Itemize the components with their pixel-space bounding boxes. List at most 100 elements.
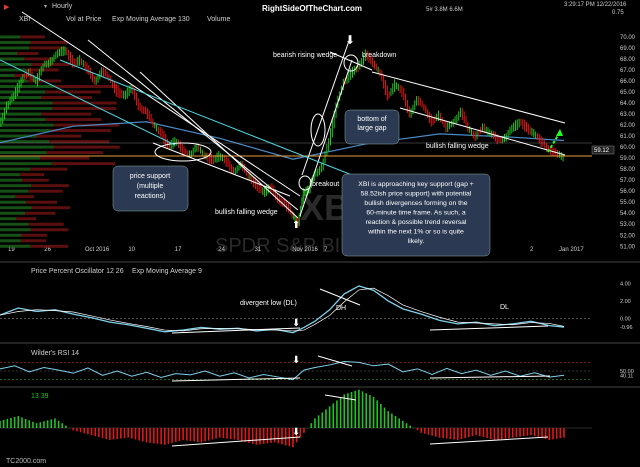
histogram-trendline xyxy=(171,436,301,447)
ppo-overlay-title[interactable]: Exp Moving Average 9 xyxy=(132,268,202,275)
histogram-bar xyxy=(442,428,444,439)
vap-bar-down xyxy=(31,206,70,210)
histogram-bar xyxy=(259,428,261,445)
price-tick-label: 62.00 xyxy=(620,123,636,129)
price-tick-label: 67.00 xyxy=(620,68,636,74)
histogram-bar xyxy=(222,428,225,439)
rsi-tick-label: 50.00 xyxy=(620,369,634,375)
vap-bar-up xyxy=(0,244,31,248)
price-tick-label: 51.00 xyxy=(620,244,636,250)
date-tick-label: 26 xyxy=(44,247,51,253)
ppo-title[interactable]: Price Percent Oscillator 12 26 xyxy=(31,268,124,275)
histogram-bar xyxy=(460,428,463,440)
histogram-title[interactable]: 13 39 xyxy=(31,393,49,400)
histogram-bar xyxy=(90,428,93,436)
histogram-bar xyxy=(453,428,455,440)
chevron-down-icon[interactable]: ▾ xyxy=(44,4,47,10)
vap-bar-down xyxy=(30,40,68,44)
price-tick-label: 66.00 xyxy=(620,79,636,85)
histogram-bar xyxy=(204,428,206,442)
histogram-bar xyxy=(120,428,122,439)
histogram-bar xyxy=(328,406,331,428)
histogram-bar xyxy=(76,428,78,432)
histogram-bar xyxy=(182,428,184,440)
date-tick-label: 24 xyxy=(218,247,225,253)
histogram-bar xyxy=(537,428,540,438)
date-tick-label: Oct 2016 xyxy=(85,247,110,253)
histogram-bar xyxy=(127,428,129,438)
vap-bar-up xyxy=(0,79,28,83)
histogram-bar xyxy=(35,423,38,428)
histogram-bar xyxy=(482,428,485,438)
vap-bar-down xyxy=(41,96,93,100)
histogram-bar xyxy=(303,428,305,433)
histogram-bar xyxy=(87,428,89,435)
symbol-label[interactable]: XBI xyxy=(19,16,30,23)
histogram-bar xyxy=(218,428,221,438)
histogram-bar xyxy=(145,428,148,443)
histogram-bar xyxy=(101,428,104,439)
vap-bar-down xyxy=(46,151,104,155)
histogram-bar xyxy=(391,413,393,428)
histogram-bar xyxy=(167,428,170,444)
histogram-bar xyxy=(409,425,411,428)
histogram-bar xyxy=(508,428,510,439)
price-tick-label: 61.00 xyxy=(620,134,636,140)
last-price-tag xyxy=(591,145,615,155)
vap-bar-up xyxy=(0,101,53,105)
histogram-bar xyxy=(299,428,302,438)
histogram-bar xyxy=(98,428,100,438)
histogram-bar xyxy=(262,428,265,444)
vap-bar-up xyxy=(0,118,46,122)
histogram-bar xyxy=(131,428,133,439)
vap-bar-down xyxy=(45,90,101,94)
histogram-bar xyxy=(398,418,400,428)
rsi-trendline xyxy=(171,377,301,382)
histogram-bar xyxy=(171,428,173,443)
indicator-vol-at-price[interactable]: Vol at Price xyxy=(66,16,102,23)
histogram-bar xyxy=(332,403,335,428)
last-price-label: 59.12 xyxy=(594,148,610,154)
vap-bar-down xyxy=(52,101,117,105)
vap-bar-down xyxy=(25,200,58,204)
histogram-bar xyxy=(511,428,514,438)
vap-bar-up xyxy=(0,129,50,133)
interval-label[interactable]: Hourly xyxy=(52,3,73,10)
histogram-bar xyxy=(314,418,316,428)
histogram-bar xyxy=(515,428,518,438)
rsi-trendline xyxy=(429,375,551,379)
vap-bar-down xyxy=(29,46,65,50)
vap-bar-up xyxy=(0,73,15,77)
vap-bar-up xyxy=(0,239,21,243)
down-arrow-icon: ⬇ xyxy=(292,318,300,329)
vap-bar-down xyxy=(51,162,116,166)
vap-bar-down xyxy=(27,79,62,83)
histogram-bar xyxy=(21,417,23,428)
date-tick-label: 19 xyxy=(8,247,15,253)
vap-bar-down xyxy=(53,85,120,89)
up-arrow-icon: ⬆ xyxy=(292,220,300,231)
vap-bar-up xyxy=(0,222,29,226)
ppo-tick-label: 4.00 xyxy=(620,281,631,287)
indicator-volume[interactable]: Volume xyxy=(207,16,230,23)
vap-bar-up xyxy=(0,206,32,210)
price-tick-label: 58.00 xyxy=(620,167,636,173)
histogram-bar xyxy=(39,422,42,428)
indicator-ema-130[interactable]: Exp Moving Average 130 xyxy=(112,16,190,23)
histogram-bar xyxy=(156,428,159,444)
histogram-bar xyxy=(347,393,349,428)
histogram-bar xyxy=(0,420,1,428)
histogram-bar xyxy=(431,428,433,436)
histogram-bar xyxy=(489,428,492,440)
vap-bar-up xyxy=(0,211,26,215)
histogram-bar xyxy=(54,418,56,428)
histogram-bar xyxy=(109,428,111,440)
histogram-bar xyxy=(361,391,364,428)
svg-text:XBI is approaching key support: XBI is approaching key support (gap +58.… xyxy=(358,181,473,245)
histogram-bar xyxy=(402,420,404,428)
histogram-bar xyxy=(387,411,390,428)
rsi-title[interactable]: Wilder's RSI 14 xyxy=(31,350,79,357)
histogram-bar xyxy=(244,428,247,442)
